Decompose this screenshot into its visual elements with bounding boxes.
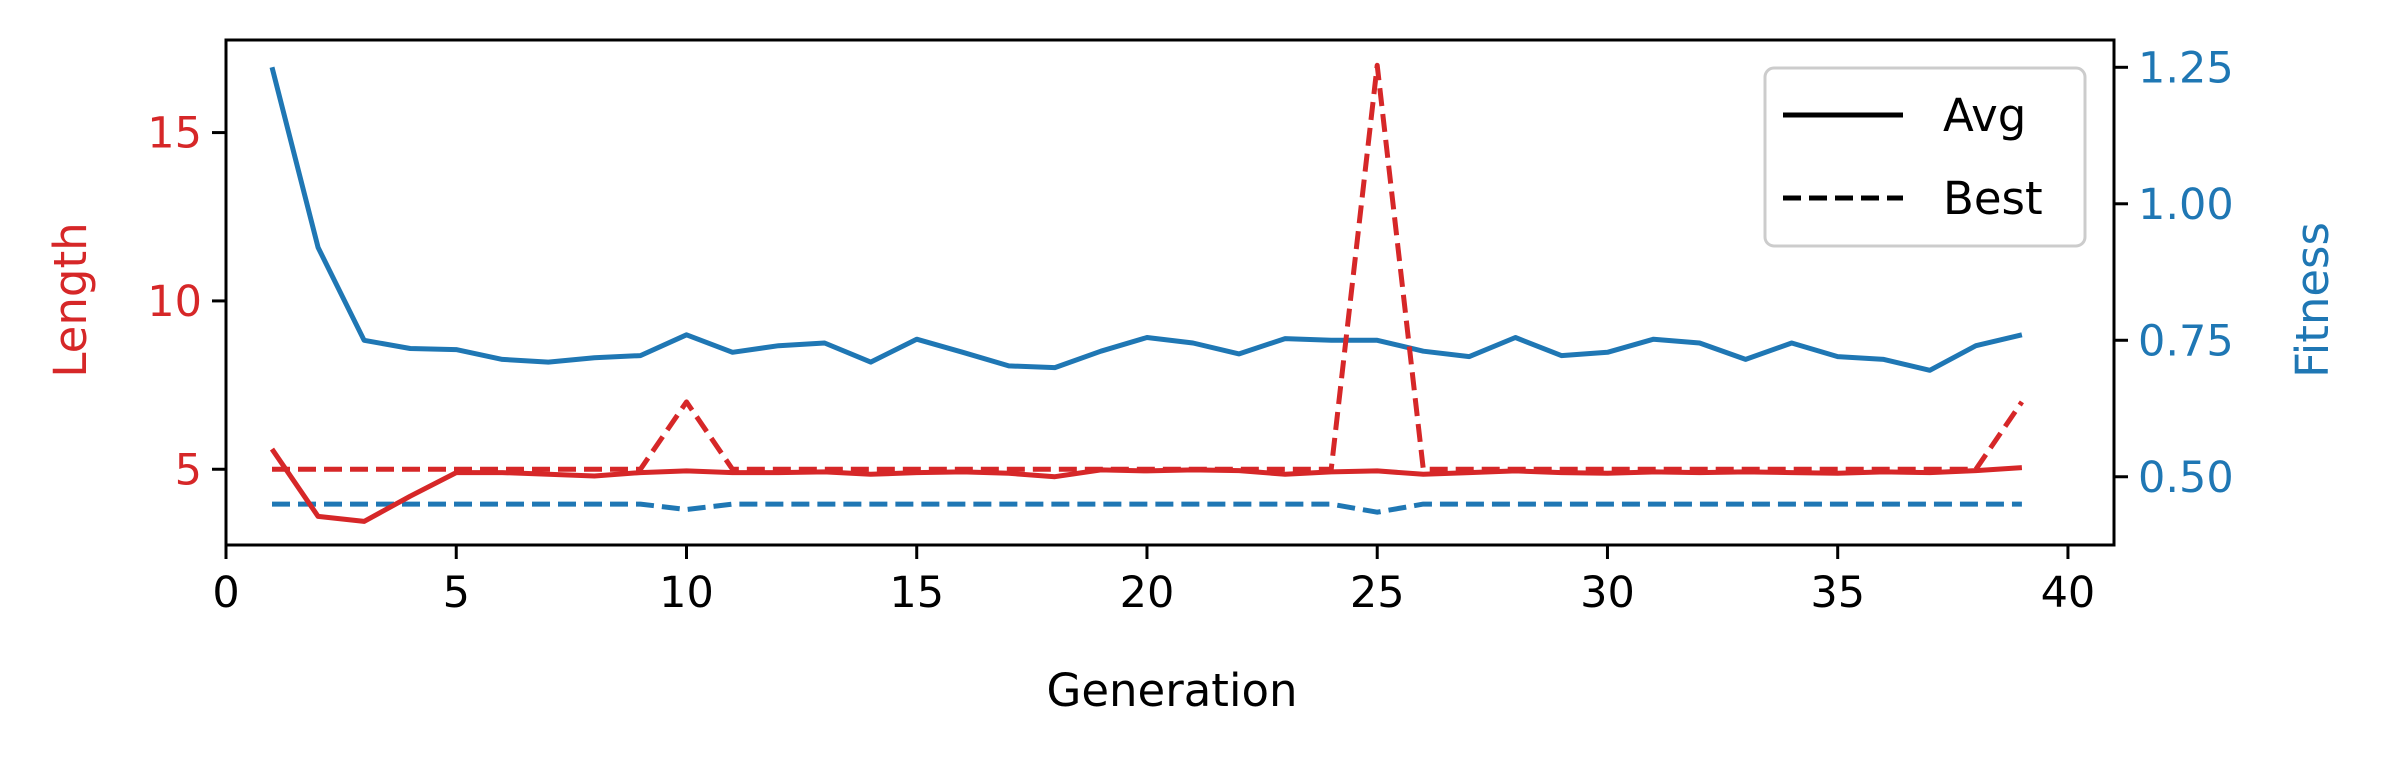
y-left-tick-label: 5 [175, 445, 202, 495]
y-right-tick-label: 0.75 [2138, 316, 2234, 366]
legend-best-label: Best [1943, 172, 2043, 225]
legend: Avg Best [1763, 66, 2087, 248]
x-tick-label: 40 [2041, 568, 2096, 618]
x-tick-label: 35 [1810, 568, 1865, 618]
legend-avg-label: Avg [1943, 89, 2026, 142]
x-tick-label: 5 [443, 568, 470, 618]
y-axis-left-label: Length [44, 222, 97, 377]
y-right-tick-label: 1.00 [2138, 180, 2234, 230]
y-left-tick-label: 10 [147, 277, 202, 327]
x-tick-label: 30 [1580, 568, 1635, 618]
series-length-avg-line [269, 447, 2023, 524]
y-left-tick-label: 15 [147, 109, 202, 159]
series-fitness-avg-line [269, 66, 2023, 373]
y-right-tick-label: 1.25 [2138, 43, 2234, 93]
x-tick-label: 15 [889, 568, 944, 618]
series-fitness-best-line [272, 501, 2022, 515]
x-axis-label: Generation [1046, 664, 1297, 717]
x-tick-label: 25 [1350, 568, 1405, 618]
series-layer [269, 62, 2024, 524]
y-axis-right-label: Fitness [2286, 222, 2339, 378]
y-right-tick-label: 0.50 [2138, 453, 2234, 503]
x-tick-label: 0 [212, 568, 239, 618]
x-tick-label: 10 [659, 568, 714, 618]
x-tick-label: 20 [1120, 568, 1175, 618]
series-length-best-line [272, 62, 2024, 472]
plot-frame [224, 38, 2116, 547]
axes-layer: 0 5 10 15 20 25 30 35 40 5 10 15 0.50 0.75 1.00 1.25 [147, 38, 2234, 618]
